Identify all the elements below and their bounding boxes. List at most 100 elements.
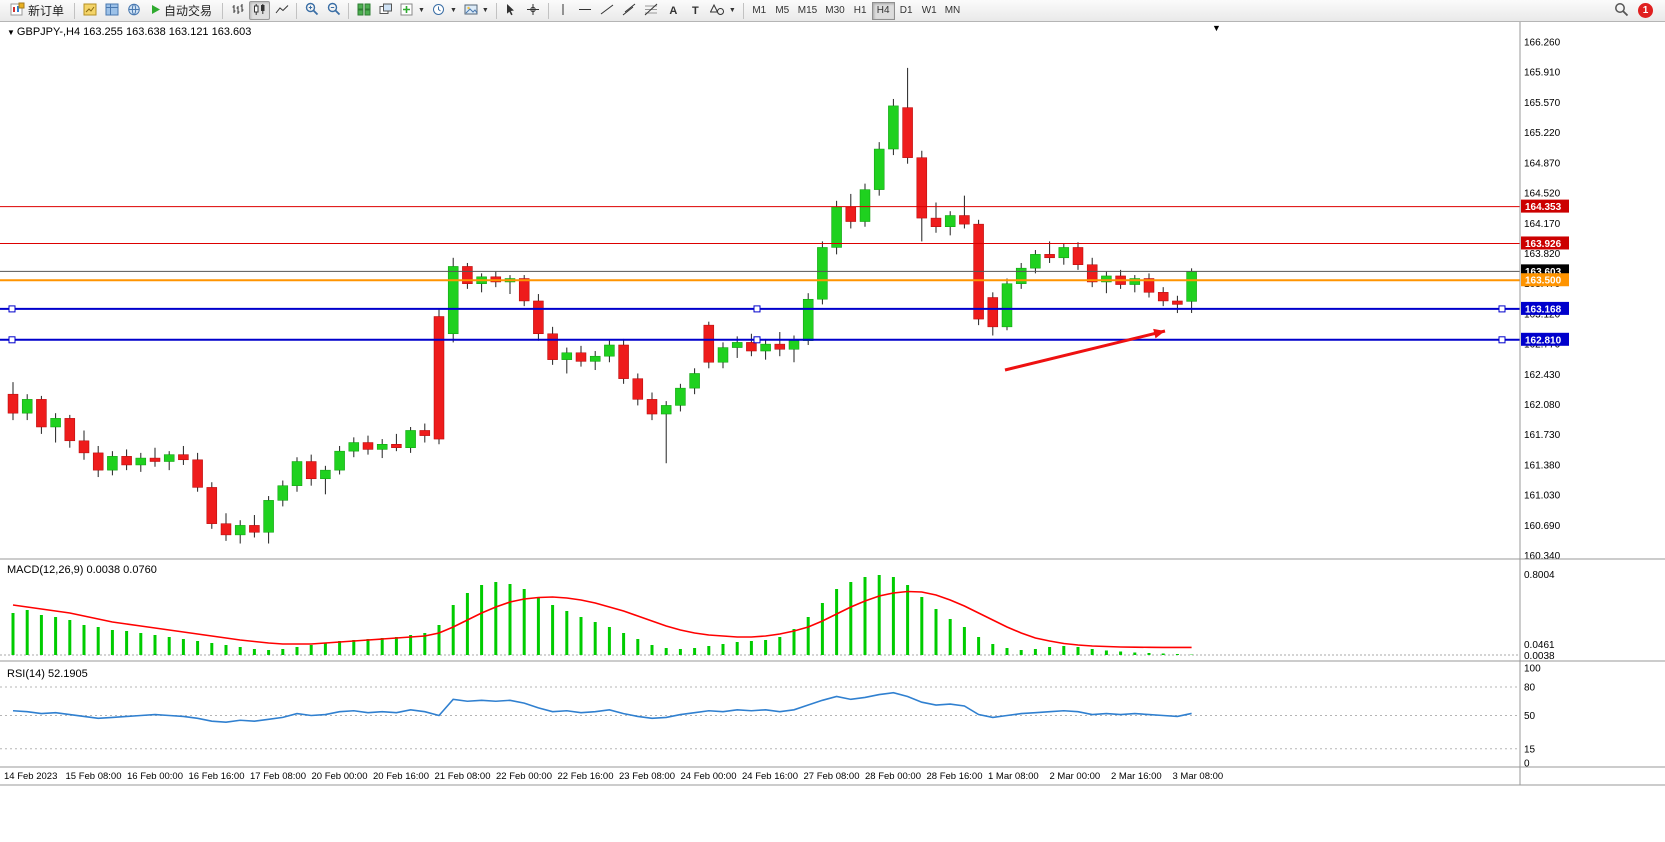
candle — [462, 266, 473, 284]
trendline-button[interactable] — [597, 1, 618, 20]
price-level-163.168[interactable]: 163.168 — [0, 301, 1569, 316]
vertical-line-button[interactable] — [553, 1, 574, 20]
new-order-button[interactable]: 新订单 — [4, 1, 70, 20]
price-tag — [1521, 199, 1569, 213]
toolbar-separator — [547, 2, 549, 19]
zoom-in-button[interactable] — [301, 1, 322, 20]
price-level-164.353[interactable]: 164.353 — [0, 199, 1569, 214]
timeframe-button-d1[interactable]: D1 — [895, 2, 918, 20]
price-tag — [1521, 273, 1569, 287]
price-tick: 165.570 — [1524, 98, 1561, 109]
add-indicator-icon — [400, 3, 414, 19]
time-axis: 14 Feb 2023 15 Feb 08:00 16 Feb 00:00 16 Fe… — [4, 771, 1223, 782]
periods-button[interactable]: ▼ — [429, 1, 460, 20]
time-axis-label: 28 Feb 00:00 — [865, 771, 921, 782]
candle — [859, 189, 871, 222]
tile-windows-button[interactable] — [353, 1, 374, 20]
trend-arrow[interactable] — [1004, 328, 1166, 372]
symbol-dropdown-arrow[interactable]: ▼ — [7, 28, 15, 37]
candle — [1086, 264, 1098, 283]
timeframe-button-m5[interactable]: M5 — [771, 2, 794, 20]
channel-button[interactable] — [619, 1, 640, 20]
play-icon — [151, 4, 161, 18]
candle — [36, 399, 47, 428]
charts-toolbar-button[interactable] — [79, 1, 100, 20]
price-tag — [1521, 301, 1569, 315]
candle — [1143, 278, 1155, 293]
search-icon[interactable] — [1614, 2, 1629, 20]
text-tool-icon: A — [669, 4, 678, 17]
svg-text:164.353: 164.353 — [1525, 202, 1562, 213]
market-watch-button[interactable] — [101, 1, 122, 20]
cascade-windows-button[interactable] — [375, 1, 396, 20]
price-tick: 164.870 — [1524, 158, 1561, 169]
label-tool-button[interactable]: T — [685, 1, 706, 20]
timeframe-button-m30[interactable]: M30 — [821, 2, 848, 20]
templates-button[interactable]: ▼ — [461, 1, 492, 20]
candle — [249, 525, 260, 533]
crosshair-button[interactable] — [523, 1, 544, 20]
data-window-button[interactable] — [123, 1, 144, 20]
candle — [575, 352, 587, 362]
line-chart-button[interactable] — [271, 1, 292, 20]
fibonacci-button[interactable] — [641, 1, 662, 20]
timeframe-button-w1[interactable]: W1 — [918, 2, 941, 20]
timeframe-button-mn[interactable]: MN — [941, 2, 965, 20]
auto-trading-button[interactable]: 自动交易 — [145, 1, 218, 20]
rsi-line — [12, 691, 1192, 723]
candle — [689, 373, 700, 389]
candle — [277, 485, 289, 501]
chart-dropdown-arrow[interactable]: ▼ — [1212, 23, 1221, 33]
rsi-axis-label: 0 — [1524, 759, 1530, 770]
candle — [320, 469, 331, 480]
shapes-button[interactable]: ▼ — [707, 1, 739, 20]
notification-badge[interactable]: 1 — [1638, 3, 1653, 18]
candle — [149, 457, 161, 462]
fibonacci-icon — [644, 3, 658, 19]
clock-icon — [432, 3, 446, 19]
zoom-out-button[interactable] — [323, 1, 344, 20]
candle — [1044, 254, 1055, 259]
price-tick: 161.030 — [1524, 491, 1561, 502]
time-axis-label: 24 Feb 16:00 — [742, 771, 798, 782]
timeframe-button-h1[interactable]: H1 — [849, 2, 872, 20]
timeframe-toolbar: M1 M5 M15 M30 H1 H4 D1 W1 MN — [748, 1, 965, 20]
candle — [64, 418, 76, 442]
horizontal-line-button[interactable] — [575, 1, 596, 20]
candle — [618, 344, 629, 379]
time-axis-label: 3 Mar 08:00 — [1173, 771, 1224, 782]
candle — [760, 343, 771, 352]
rsi-indicator-label: RSI(14) 52.1905 — [7, 668, 88, 680]
price-tick: 165.910 — [1524, 68, 1561, 79]
timeframe-button-m15[interactable]: M15 — [794, 2, 821, 20]
chevron-down-icon: ▼ — [728, 7, 736, 14]
price-tick: 161.380 — [1524, 460, 1561, 471]
chart-canvas[interactable]: 166.260 165.910 165.570 165.220 164.870 164.5… — [0, 22, 1665, 839]
timeframe-button-m1[interactable]: M1 — [748, 2, 771, 20]
text-tool-button[interactable]: A — [663, 1, 684, 20]
candle — [817, 247, 828, 300]
candlestick-chart-button[interactable] — [249, 1, 271, 20]
candle — [944, 215, 956, 227]
indicators-button[interactable]: ▼ — [397, 1, 428, 20]
candle — [604, 344, 615, 357]
price-tick: 163.820 — [1524, 249, 1561, 260]
price-level-163.926[interactable]: 163.926 — [0, 236, 1569, 250]
price-level-162.810[interactable]: 162.810 — [0, 332, 1569, 347]
toolbar-separator — [495, 2, 497, 19]
line-handle — [8, 336, 16, 344]
candle — [192, 459, 203, 488]
bars-icon — [231, 3, 245, 19]
price-level-163.500[interactable]: 163.500 — [0, 273, 1569, 287]
candle — [845, 206, 857, 222]
label-tool-icon: T — [691, 4, 699, 17]
time-axis-label: 20 Feb 16:00 — [373, 771, 429, 782]
price-tick: 164.170 — [1524, 219, 1561, 230]
timeframe-button-h4[interactable]: H4 — [871, 1, 895, 20]
candle — [959, 215, 970, 225]
bar-chart-button[interactable] — [227, 1, 248, 20]
candle — [987, 297, 999, 328]
candle — [206, 487, 218, 524]
cursor-button[interactable] — [501, 1, 522, 20]
candle — [348, 442, 360, 452]
